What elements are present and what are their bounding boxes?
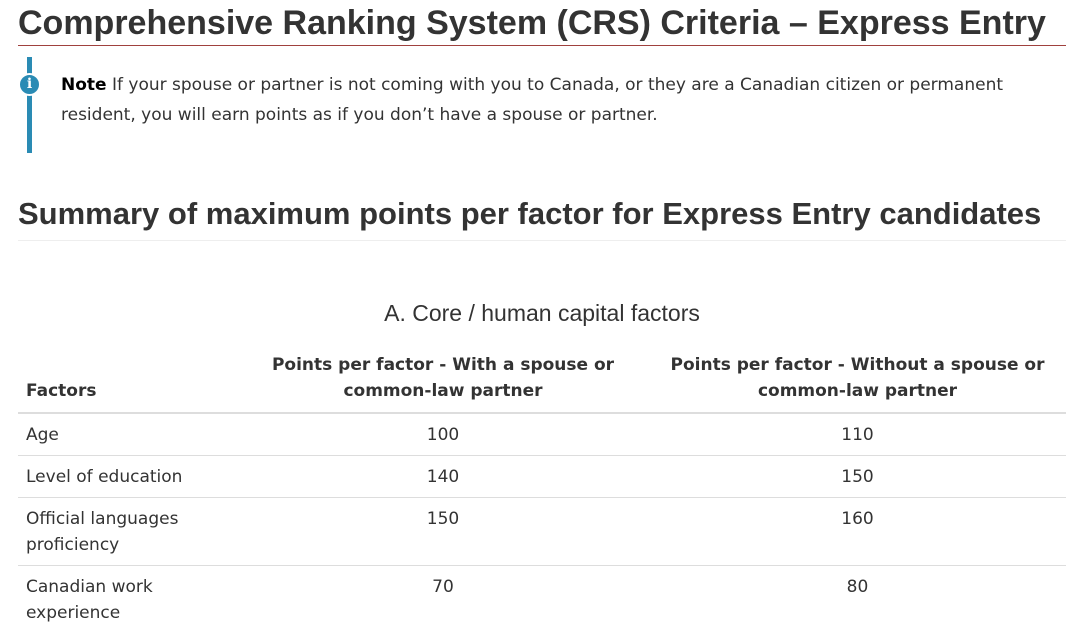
note-accent-bar — [27, 57, 32, 153]
header-without-spouse: Points per factor - Without a spouse or … — [649, 346, 1066, 414]
table-row: Age 100 110 — [18, 412, 1066, 456]
factor-cell: Level of education — [18, 455, 237, 498]
without-spouse-cell: 160 — [649, 497, 1066, 566]
table-row: Canadian work experience 70 80 — [18, 565, 1066, 633]
factor-cell: Age — [18, 412, 237, 456]
without-spouse-cell: 150 — [649, 455, 1066, 498]
note-callout: i Note If your spouse or partner is not … — [18, 57, 1066, 153]
table-header-row: Factors Points per factor - With a spous… — [18, 346, 1066, 414]
info-circle-icon: i — [18, 73, 41, 96]
note-label: Note — [61, 75, 107, 95]
factors-table: Factors Points per factor - With a spous… — [18, 346, 1066, 633]
note-text: Note If your spouse or partner is not co… — [61, 70, 1051, 130]
header-factors: Factors — [18, 346, 237, 414]
table-row: Official languages proficiency 150 160 — [18, 497, 1066, 566]
note-body: If your spouse or partner is not coming … — [61, 75, 1004, 125]
factor-cell: Official languages proficiency — [18, 497, 237, 566]
table-row: Level of education 140 150 — [18, 455, 1066, 498]
without-spouse-cell: 80 — [649, 565, 1066, 633]
with-spouse-cell: 100 — [237, 412, 649, 456]
with-spouse-cell: 140 — [237, 455, 649, 498]
page-title: Comprehensive Ranking System (CRS) Crite… — [18, 0, 1066, 46]
header-with-spouse: Points per factor - With a spouse or com… — [237, 346, 649, 414]
with-spouse-cell: 70 — [237, 565, 649, 633]
table-caption: A. Core / human capital factors — [384, 300, 700, 326]
section-title: Summary of maximum points per factor for… — [18, 192, 1066, 241]
factor-cell: Canadian work experience — [18, 565, 237, 633]
with-spouse-cell: 150 — [237, 497, 649, 566]
content-area: Comprehensive Ranking System (CRS) Crite… — [18, 0, 1066, 633]
without-spouse-cell: 110 — [649, 412, 1066, 456]
